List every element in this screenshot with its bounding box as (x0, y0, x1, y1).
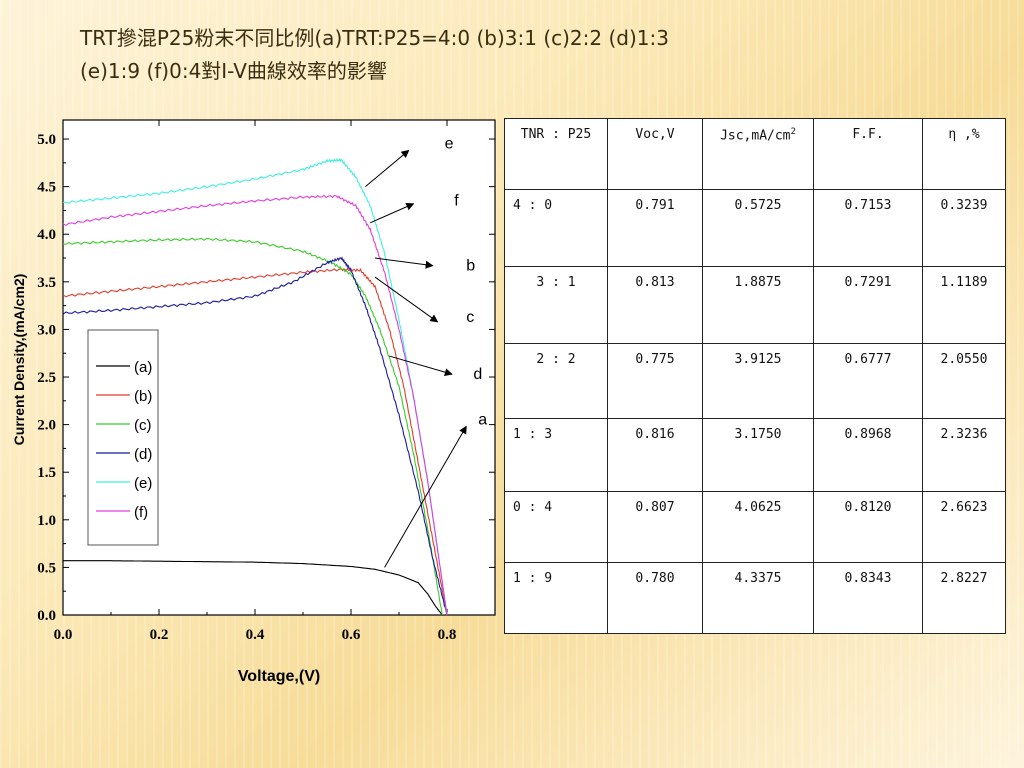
table-cell: 0.816 (607, 418, 703, 492)
table-cell: 0.3239 (922, 189, 1006, 267)
title-line-1: TRT摻混P25粉末不同比例(a)TRT:P25=4:0 (b)3:1 (c)2… (80, 26, 669, 50)
table-cell-ratio: 1 : 9 (504, 562, 608, 634)
y-tick-label: 1.5 (37, 465, 56, 481)
header-jsc: Jsc,mA/cm2 (702, 118, 814, 190)
y-tick-label: 4.5 (37, 180, 56, 196)
header-voc: Voc,V (607, 118, 703, 190)
table-cell: 2.6623 (922, 491, 1006, 563)
header-jsc-text: Jsc,mA/cm (720, 128, 791, 144)
table-cell: 0.813 (607, 266, 703, 344)
table-header-row: TNR : P25 Voc,V Jsc,mA/cm2 F.F. η ,% (504, 118, 1006, 190)
table-cell: 1.1189 (922, 266, 1006, 344)
table-cell: 0.780 (607, 562, 703, 634)
table-cell: 0.8343 (813, 562, 923, 634)
table-cell: 0.791 (607, 189, 703, 267)
annotation-arrow (374, 257, 434, 269)
table-row: 1 : 9 0.780 4.3375 0.8343 2.8227 (504, 562, 1006, 634)
table-cell: 3.9125 (702, 343, 814, 419)
x-axis-label: Voltage,(V) (238, 668, 320, 685)
table-cell-ratio: 1 : 3 (504, 418, 608, 492)
legend-label: (b) (134, 388, 152, 405)
table-row: 1 : 3 0.816 3.1750 0.8968 2.3236 (504, 418, 1006, 492)
annotation-arrow (374, 276, 439, 323)
series-line-a (63, 560, 443, 616)
header-ratio: TNR : P25 (504, 118, 608, 190)
annotation-label: f (454, 193, 459, 210)
table-cell: 2.0550 (922, 343, 1006, 419)
x-tick-label: 0.4 (246, 627, 265, 643)
y-tick-label: 3.0 (37, 322, 56, 338)
table-cell: 0.7291 (813, 266, 923, 344)
table-cell: 0.8120 (813, 491, 923, 563)
series-line-f (62, 194, 448, 616)
legend-label: (e) (134, 475, 152, 492)
y-tick-label: 5.0 (37, 132, 56, 148)
y-tick-label: 2.0 (37, 418, 56, 434)
table-cell: 2.8227 (922, 562, 1006, 634)
x-tick-label: 0.6 (342, 627, 361, 643)
x-tick-label: 0.0 (54, 627, 73, 643)
table-cell: 0.8968 (813, 418, 923, 492)
table-row: 2 : 2 0.775 3.9125 0.6777 2.0550 (504, 343, 1006, 419)
y-tick-label: 1.0 (37, 513, 56, 529)
iv-chart: 0.0 0.5 1.0 1.5 2.0 2.5 3.0 3.5 4.0 4.5 5.0 0.0 0.2 0… (0, 108, 500, 708)
y-tick-label: 4.0 (37, 227, 56, 243)
legend: (a) (b) (c) (d) (e) (f) (87, 329, 159, 546)
legend-label: (a) (134, 359, 152, 376)
table-cell-ratio: 3 : 1 (504, 266, 608, 344)
header-eff: η ,% (922, 118, 1006, 190)
table-cell: 4.0625 (702, 491, 814, 563)
table-cell-ratio: 4 : 0 (504, 189, 608, 267)
y-axis-label: Current Density,(mA/cm2) (11, 274, 27, 446)
annotation-label: a (478, 412, 487, 429)
annotation-label: c (466, 309, 474, 326)
table-cell: 3.1750 (702, 418, 814, 492)
y-tick-label: 3.5 (37, 275, 56, 291)
x-tick-label: 0.2 (150, 627, 169, 643)
annotation-arrow (384, 425, 467, 568)
legend-label: (c) (134, 417, 152, 434)
annotation-arrow (389, 355, 453, 377)
y-tick-label: 0.5 (37, 560, 56, 576)
annotation-label: e (445, 136, 454, 153)
annotation-arrow (369, 202, 415, 224)
table-cell: 0.5725 (702, 189, 814, 267)
title-line-2: (e)1:9 (f)0:4對I-V曲線效率的影響 (80, 59, 387, 83)
table-cell-ratio: 2 : 2 (504, 343, 608, 419)
series-line-d (62, 256, 448, 616)
table-cell-ratio: 0 : 4 (504, 491, 608, 563)
iv-chart-svg: 0.0 0.5 1.0 1.5 2.0 2.5 3.0 3.5 4.0 4.5 5.0 0.0 0.2 0… (11, 119, 496, 685)
table-cell: 0.775 (607, 343, 703, 419)
y-tick-label: 2.5 (37, 370, 56, 386)
table-cell: 0.7153 (813, 189, 923, 267)
legend-label: (d) (134, 446, 152, 463)
table-cell: 0.807 (607, 491, 703, 563)
series-line-c (62, 237, 443, 616)
annotation-label: d (473, 366, 482, 383)
performance-table: TNR : P25 Voc,V Jsc,mA/cm2 F.F. η ,% 4 :… (504, 118, 1006, 634)
table-cell: 4.3375 (702, 562, 814, 634)
table-row: 0 : 4 0.807 4.0625 0.8120 2.6623 (504, 491, 1006, 563)
legend-label: (f) (134, 504, 148, 521)
table-row: 4 : 0 0.791 0.5725 0.7153 0.3239 (504, 189, 1006, 267)
x-tick-label: 0.8 (438, 627, 457, 643)
table-cell: 1.8875 (702, 266, 814, 344)
table-cell: 0.6777 (813, 343, 923, 419)
header-jsc-sup: 2 (790, 127, 796, 137)
header-ff: F.F. (813, 118, 923, 190)
annotation-arrow (365, 149, 410, 188)
table-row: 3 : 1 0.813 1.8875 0.7291 1.1189 (504, 266, 1006, 344)
annotation-label: b (466, 257, 475, 274)
table-cell: 2.3236 (922, 418, 1006, 492)
slide-title: TRT摻混P25粉末不同比例(a)TRT:P25=4:0 (b)3:1 (c)2… (80, 22, 840, 88)
y-tick-label: 0.0 (37, 608, 56, 624)
